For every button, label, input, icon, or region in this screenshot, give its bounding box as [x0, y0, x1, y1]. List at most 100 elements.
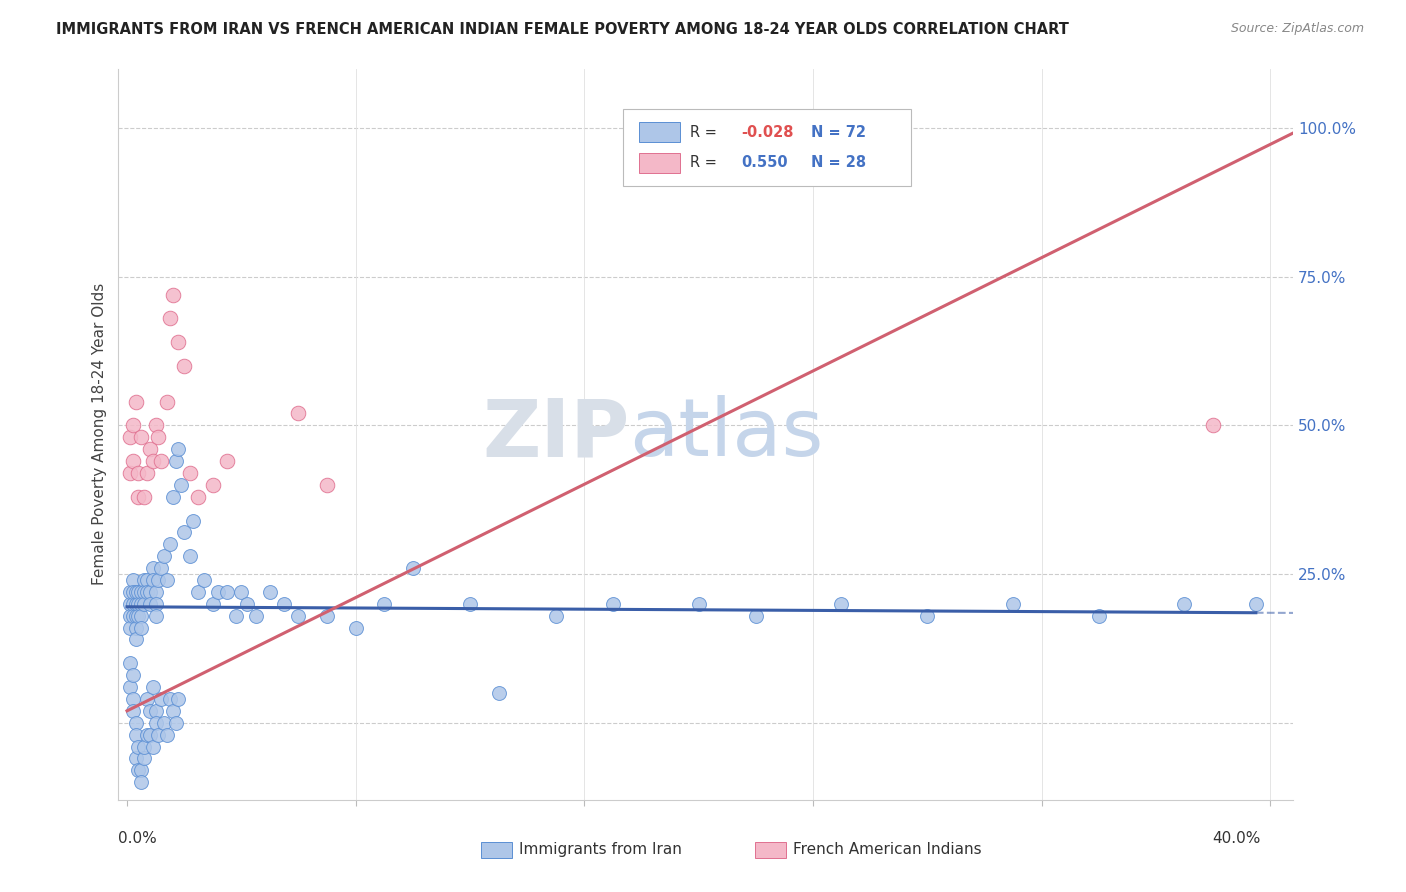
Text: R =: R =: [690, 125, 721, 140]
Point: [156, 394, 179, 409]
Point: [148, 573, 170, 587]
Point: [121, 585, 143, 599]
Point: [127, 764, 149, 778]
FancyBboxPatch shape: [623, 109, 911, 186]
Text: 40.0%: 40.0%: [1212, 831, 1261, 847]
Point: [207, 585, 229, 599]
Point: [193, 573, 215, 587]
Point: [159, 537, 181, 551]
Point: [136, 466, 159, 480]
Point: [165, 715, 187, 730]
Bar: [638, 122, 681, 143]
Point: [118, 608, 141, 623]
Text: ZIP: ZIP: [482, 395, 630, 474]
Point: [245, 608, 267, 623]
Point: [139, 728, 162, 742]
Point: [915, 608, 938, 623]
Point: [259, 585, 281, 599]
Text: atlas: atlas: [630, 395, 824, 474]
Point: [145, 418, 167, 433]
Point: [179, 549, 201, 564]
Point: [159, 311, 181, 326]
Point: [458, 597, 481, 611]
Point: [142, 454, 165, 468]
Point: [134, 597, 156, 611]
Point: [124, 632, 146, 647]
Point: [121, 454, 143, 468]
Point: [167, 692, 190, 706]
Point: [688, 597, 710, 611]
Point: [118, 621, 141, 635]
Point: [134, 585, 156, 599]
Point: [150, 561, 173, 575]
Text: 0.550: 0.550: [741, 155, 787, 170]
Point: [142, 561, 165, 575]
Point: [231, 585, 253, 599]
Point: [156, 728, 179, 742]
Point: [142, 573, 165, 587]
Point: [145, 704, 167, 718]
Point: [134, 490, 156, 504]
Point: [124, 585, 146, 599]
Text: N = 72: N = 72: [811, 125, 866, 140]
Point: [127, 466, 149, 480]
Point: [124, 715, 146, 730]
Point: [225, 608, 247, 623]
Point: [1001, 597, 1024, 611]
Point: [236, 597, 259, 611]
Point: [316, 608, 339, 623]
Point: [173, 525, 195, 540]
Point: [136, 573, 159, 587]
Point: [167, 442, 190, 457]
Point: [131, 585, 153, 599]
Point: [170, 478, 193, 492]
Point: [201, 478, 224, 492]
Point: [121, 573, 143, 587]
Point: [215, 585, 238, 599]
Point: [127, 739, 149, 754]
Point: [145, 597, 167, 611]
Point: [287, 608, 309, 623]
Point: [118, 597, 141, 611]
Point: [118, 680, 141, 694]
Point: [148, 728, 170, 742]
Point: [150, 692, 173, 706]
Point: [142, 739, 165, 754]
Point: [131, 430, 153, 444]
Point: [156, 573, 179, 587]
Point: [127, 597, 149, 611]
Point: [121, 692, 143, 706]
Point: [344, 621, 367, 635]
Point: [124, 608, 146, 623]
Point: [162, 490, 184, 504]
Point: [402, 561, 425, 575]
Point: [179, 466, 201, 480]
Point: [215, 454, 238, 468]
Point: [136, 692, 159, 706]
Point: [127, 490, 149, 504]
Point: [118, 585, 141, 599]
Point: [602, 597, 624, 611]
Point: [131, 597, 153, 611]
Text: Source: ZipAtlas.com: Source: ZipAtlas.com: [1230, 22, 1364, 36]
Point: [167, 335, 190, 350]
Text: Immigrants from Iran: Immigrants from Iran: [519, 842, 682, 856]
Point: [187, 585, 209, 599]
Text: -0.028: -0.028: [741, 125, 793, 140]
Point: [150, 454, 173, 468]
Point: [139, 597, 162, 611]
Text: R =: R =: [690, 155, 727, 170]
Text: French American Indians: French American Indians: [793, 842, 981, 856]
Point: [124, 621, 146, 635]
Point: [121, 597, 143, 611]
Point: [159, 692, 181, 706]
Point: [124, 751, 146, 765]
Point: [544, 608, 567, 623]
Point: [145, 608, 167, 623]
Point: [134, 573, 156, 587]
Point: [124, 728, 146, 742]
Point: [1202, 418, 1225, 433]
Point: [127, 585, 149, 599]
Point: [131, 764, 153, 778]
Point: [145, 585, 167, 599]
